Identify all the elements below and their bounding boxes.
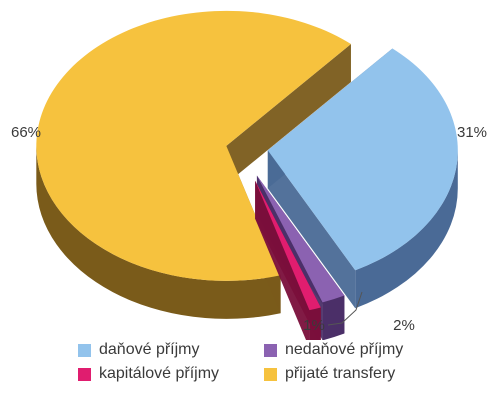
legend-swatch-danove <box>78 343 91 357</box>
pie-cut-face-transfery-1 <box>226 43 351 184</box>
legend-label-nedanove: nedaňové příjmy <box>285 341 404 358</box>
legend-label-kapitalove: kapitálové příjmy <box>99 365 220 382</box>
pie-top-danove <box>267 48 458 271</box>
pie-cut-face-kapitalove-1 <box>255 180 310 340</box>
leader-line-kapitalove <box>327 291 363 326</box>
legend-item-kapitalove-prijmy: kapitálové příjmy <box>78 365 219 383</box>
legend-swatch-transfery <box>264 367 277 381</box>
pie-slice-danove <box>267 48 458 309</box>
data-label-transfery: 66% <box>11 124 41 141</box>
pie-slice-transfery <box>36 10 351 319</box>
pie-top-transfery <box>36 10 351 281</box>
legend-label-transfery: přijaté transfery <box>285 365 396 382</box>
pie-side-transfery <box>36 145 281 319</box>
legend-item-danove-prijmy: daňové příjmy <box>78 341 200 359</box>
legend-label-danove: daňové příjmy <box>99 341 200 358</box>
pie-slice-kapitalove <box>255 180 321 340</box>
pie-top-kapitalove <box>255 180 321 311</box>
data-label-kapitalove: 1% <box>303 317 325 334</box>
pie-cut-face-danove-1 <box>267 150 356 309</box>
pie-chart: 31% 2% 1% 66% <box>11 10 487 340</box>
legend-item-prijate-transfery: přijaté transfery <box>264 365 395 383</box>
data-label-nedanove: 2% <box>393 317 415 334</box>
legend-swatch-kapitalove <box>78 367 91 381</box>
legend-swatch-nedanove <box>264 343 277 357</box>
pie-side-danove <box>355 150 458 309</box>
data-label-danove: 31% <box>457 124 487 141</box>
pie-top-nedanove <box>256 175 345 303</box>
legend-item-nedanove-prijmy: nedaňové příjmy <box>264 341 403 359</box>
